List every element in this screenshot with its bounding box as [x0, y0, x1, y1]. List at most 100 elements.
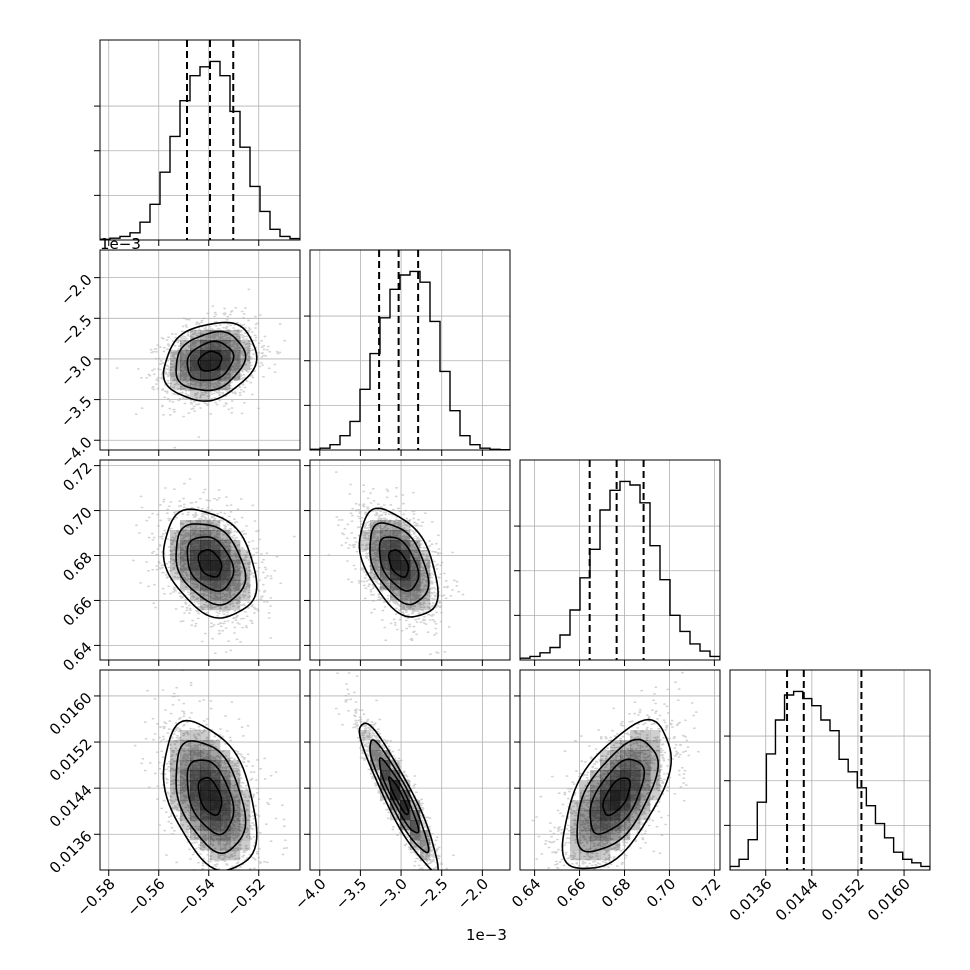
density-cell [170, 800, 181, 811]
density-panel-3-2: 0.64 0.66 0.68 0.70 0.72 [508, 669, 724, 911]
x-tick-label-3-3: 0.0160 [864, 875, 914, 925]
density-cell [180, 530, 191, 541]
panel-frame [309, 669, 511, 871]
density-cell [210, 820, 221, 831]
density-cell [190, 570, 201, 581]
density-cell [380, 530, 391, 541]
density-cell [210, 530, 221, 541]
density-cell [200, 780, 211, 791]
density-cell [180, 560, 191, 571]
density-cell [180, 770, 191, 781]
density-cell [390, 810, 401, 821]
contour-level-3 [162, 719, 258, 870]
contour-level-2 [369, 522, 430, 606]
density-cell [380, 760, 391, 771]
panel-content [100, 250, 300, 450]
contour-level-1 [378, 757, 420, 834]
density-cell [570, 840, 581, 851]
y-tick-label-1-1: −3.5 [57, 393, 95, 431]
panel-frame [519, 669, 721, 871]
density-cell [230, 580, 241, 591]
density-cell [180, 760, 191, 771]
density-cell [420, 550, 431, 561]
density-cell [400, 560, 411, 571]
density-cell [190, 590, 201, 601]
density-cell [580, 840, 591, 851]
x-tick-label-2-0: 0.64 [508, 875, 544, 911]
density-cell [590, 800, 601, 811]
density-cell [600, 850, 611, 861]
y-tick-label-3-2: 0.0152 [46, 735, 96, 785]
density-cell [580, 780, 591, 791]
density-cell [390, 560, 401, 571]
density-cell [400, 530, 411, 541]
panel-frame [309, 459, 511, 661]
contour-level-2 [175, 330, 247, 392]
density-cell [390, 790, 401, 801]
density-cell [640, 790, 651, 801]
density-cell [240, 800, 251, 811]
density-cell [400, 800, 411, 811]
density-cell [210, 330, 221, 341]
contour-level-1 [186, 536, 235, 592]
density-cell [190, 360, 201, 371]
density-cell [610, 740, 621, 751]
x-tick-label-1-1: −3.5 [332, 875, 370, 913]
density-cell [220, 800, 231, 811]
density-cell [600, 800, 611, 811]
density-cell [180, 750, 191, 761]
density-cell [170, 790, 181, 801]
x-tick-label-2-4: 0.72 [688, 875, 724, 911]
x-tick-label-3-2: 0.0152 [818, 875, 868, 925]
panel-frame [99, 39, 301, 241]
density-cell [380, 540, 391, 551]
density-cell [200, 560, 211, 571]
density-cell [210, 790, 221, 801]
density-cell [610, 760, 621, 771]
density-cell [200, 810, 211, 821]
density-cell [180, 350, 191, 361]
y-offset-label: 1e−3 [100, 235, 141, 253]
density-cell [230, 350, 241, 361]
density-cell [590, 850, 601, 861]
density-cell [370, 550, 381, 561]
x-offset-label: 1e−3 [466, 926, 507, 944]
density-cell [230, 830, 241, 841]
density-cell [610, 810, 621, 821]
density-cell [570, 820, 581, 831]
density-cell [210, 380, 221, 391]
density-cell [220, 760, 231, 771]
density-cell [200, 840, 211, 851]
density-cell [230, 600, 241, 611]
density-cell [600, 770, 611, 781]
x-tick-label-1-4: −2.0 [454, 875, 492, 913]
histogram-panel-1 [304, 249, 511, 456]
density-cell [210, 560, 221, 571]
density-cell [390, 590, 401, 601]
contour-level-2 [175, 740, 247, 855]
density-cell [370, 760, 381, 771]
contour-level-1 [186, 340, 235, 382]
y-tick-label-3-0: 0.0136 [46, 827, 96, 877]
density-cell [170, 350, 181, 361]
density-cell [190, 520, 201, 531]
density-cell [390, 520, 401, 531]
density-cell [180, 550, 191, 561]
density-cell [190, 340, 201, 351]
histogram-step-1 [310, 270, 510, 450]
y-tick-label-1-2: −3.0 [57, 352, 95, 390]
contour-level-0 [388, 776, 410, 816]
density-cell [230, 330, 241, 341]
density-cell [600, 750, 611, 761]
density-cell [640, 750, 651, 761]
panel-frame [519, 459, 721, 661]
y-tick-label-2-2: 0.68 [59, 548, 95, 584]
density-cell [190, 790, 201, 801]
density-cell [610, 770, 621, 781]
contour-level-1 [186, 759, 235, 836]
density-cell [610, 800, 621, 811]
density-cell [220, 580, 231, 591]
density-cell [170, 760, 181, 771]
histogram-step-2 [520, 480, 720, 660]
